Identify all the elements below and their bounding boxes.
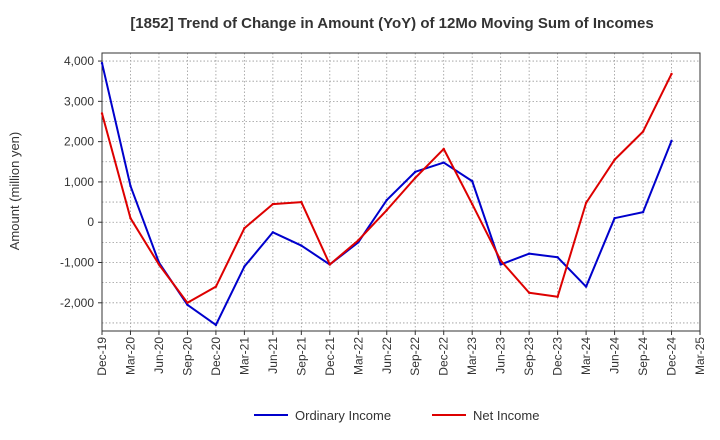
data-point-ordinary-income: [271, 231, 275, 234]
plot-area-frame: [101, 52, 701, 332]
x-tick-label: Dec-22: [437, 337, 451, 376]
x-tick-label: Mar-23: [465, 337, 479, 375]
data-point-ordinary-income: [100, 61, 104, 65]
y-tick-label: -1,000: [60, 256, 94, 270]
x-tick-label: Jun-20: [152, 337, 166, 374]
y-tick-label: -2,000: [60, 296, 94, 310]
x-tick-label: Mar-21: [237, 337, 251, 375]
y-tick-labels: 4,000 3,000 2,000 1,000 0 -1,000 -2,000: [60, 54, 94, 310]
data-point-net-income: [442, 147, 445, 151]
x-tick-label: Dec-24: [665, 337, 679, 376]
data-point-ordinary-income: [385, 198, 388, 202]
data-point-net-income: [214, 285, 218, 288]
x-tick-label: Dec-21: [323, 337, 337, 376]
data-point-ordinary-income: [243, 265, 246, 268]
x-tick-labels: Dec-19 Mar-20 Jun-20 Sep-20 Dec-20 Mar-21 Jun-…: [95, 337, 707, 376]
data-point-ordinary-income: [641, 210, 645, 214]
data-point-ordinary-income: [300, 244, 303, 247]
x-tick-label: Dec-20: [209, 337, 223, 376]
legend-label-net-income: Net Income: [473, 408, 539, 423]
y-tick-label: 4,000: [64, 54, 94, 68]
data-point-net-income: [300, 200, 303, 204]
x-tick-label: Mar-25: [693, 337, 707, 375]
data-point-ordinary-income: [186, 303, 189, 307]
y-axis-label: Amount (million yen): [7, 132, 22, 251]
data-point-ordinary-income: [414, 170, 417, 174]
x-tick-label: Sep-23: [522, 337, 536, 376]
y-tick-label: 0: [87, 215, 94, 229]
x-tick-label: Dec-23: [551, 337, 565, 376]
data-point-net-income: [641, 130, 645, 133]
chart-title: [1852] Trend of Change in Amount (YoY) o…: [130, 15, 653, 32]
data-point-net-income: [584, 201, 588, 205]
data-point-net-income: [527, 291, 531, 294]
x-tick-label: Sep-21: [294, 337, 308, 376]
x-tick-label: Mar-24: [579, 337, 593, 375]
data-point-net-income: [357, 239, 360, 242]
axes: [98, 52, 701, 335]
data-point-net-income: [385, 208, 388, 212]
series-line-net-income: [101, 73, 673, 304]
x-tick-label: Sep-22: [408, 337, 422, 376]
data-point-net-income: [499, 259, 502, 262]
x-tick-label: Sep-20: [180, 337, 194, 376]
data-point-net-income: [328, 263, 332, 266]
data-point-ordinary-income: [214, 323, 218, 327]
data-point-net-income: [243, 227, 246, 230]
data-point-ordinary-income: [129, 184, 132, 188]
data-point-net-income: [470, 202, 474, 206]
x-tick-label: Dec-19: [95, 337, 109, 376]
data-point-net-income: [670, 72, 673, 76]
data-point-net-income: [556, 295, 559, 298]
grid-lines: [101, 53, 701, 331]
legend-label-ordinary-income: Ordinary Income: [295, 408, 391, 423]
data-point-net-income: [271, 202, 275, 206]
data-point-ordinary-income: [442, 161, 445, 164]
data-point-ordinary-income: [584, 285, 588, 288]
y-tick-label: 3,000: [64, 94, 94, 108]
x-tick-label: Mar-20: [123, 337, 137, 375]
data-point-ordinary-income: [556, 256, 559, 259]
data-point-net-income: [186, 301, 189, 304]
x-tick-label: Jun-23: [494, 337, 508, 374]
data-point-ordinary-income: [470, 179, 474, 183]
x-tick-label: Mar-22: [351, 337, 365, 375]
data-point-net-income: [157, 263, 161, 266]
data-point-net-income: [613, 158, 616, 161]
data-point-ordinary-income: [499, 263, 502, 266]
data-point-net-income: [414, 176, 417, 180]
data-point-net-income: [100, 112, 104, 115]
x-tick-label: Jun-24: [608, 337, 622, 374]
x-tick-label: Jun-22: [380, 337, 394, 374]
data-point-ordinary-income: [670, 139, 673, 143]
data-point-ordinary-income: [527, 252, 531, 255]
data-series: [100, 61, 673, 327]
data-point-ordinary-income: [613, 216, 616, 220]
x-tick-label: Sep-24: [636, 337, 650, 376]
y-tick-label: 1,000: [64, 175, 94, 189]
data-point-net-income: [129, 216, 132, 220]
legend: Ordinary Income Net Income: [254, 408, 539, 423]
x-tick-label: Jun-21: [266, 337, 280, 374]
y-tick-label: 2,000: [64, 135, 94, 149]
